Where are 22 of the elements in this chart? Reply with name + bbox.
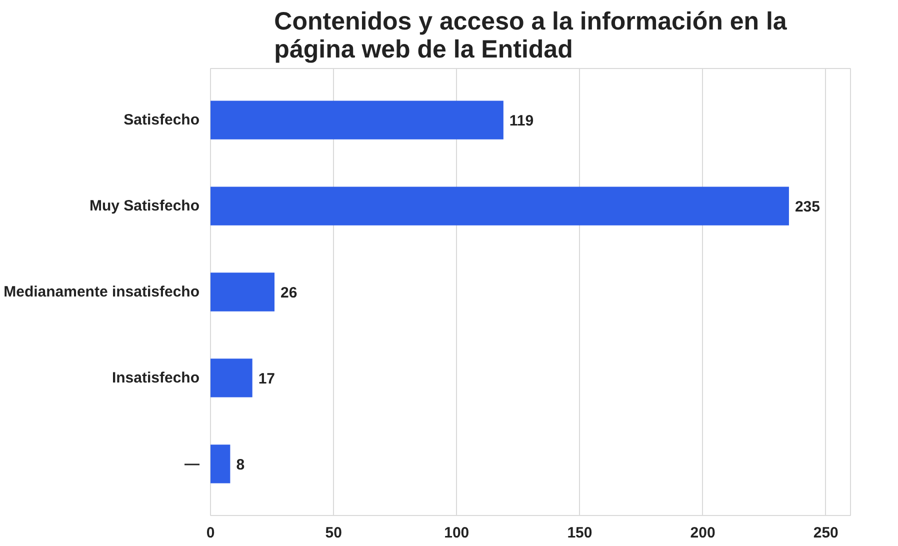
y-tick-label: Insatisfecho (112, 369, 200, 386)
y-tick-label: Satisfecho (124, 112, 200, 129)
bar (210, 186, 789, 226)
data-label: 235 (794, 198, 820, 216)
y-tick-label: — (184, 455, 200, 472)
data-label: 17 (258, 370, 276, 388)
data-label: 119 (509, 112, 534, 130)
y-tick-label: Medianamente insatisfecho (4, 284, 200, 300)
data-label: 26 (280, 284, 298, 302)
x-tick-label: 200 (690, 524, 716, 542)
y-tick-label: Muy Satisfecho (89, 198, 200, 215)
bar (210, 100, 504, 140)
x-tick-label: 250 (813, 524, 838, 542)
x-tick-label: 100 (444, 524, 470, 542)
x-tick-label: 150 (567, 524, 592, 542)
bar (210, 444, 230, 484)
bar (210, 358, 252, 398)
chart-title: Contenidos y acceso a la información en la página web de la Entidad (274, 8, 788, 64)
x-tick-label: 0 (206, 524, 215, 542)
bar (210, 272, 274, 312)
x-tick-label: 50 (325, 524, 342, 542)
data-label: 8 (236, 456, 245, 474)
